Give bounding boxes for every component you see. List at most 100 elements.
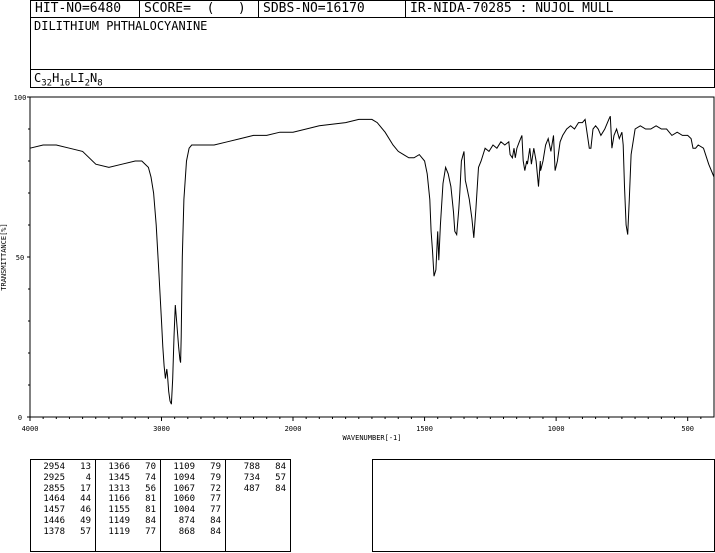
- peak-wavenumber: 1345: [108, 472, 130, 483]
- peak-transmittance: 81: [145, 494, 156, 505]
- formula-subscript: 8: [97, 78, 103, 89]
- peak-row: 788 84: [230, 462, 286, 473]
- peak-row: 1067 72: [165, 484, 221, 495]
- peak-transmittance: 77: [145, 526, 156, 537]
- x-axis-label: WAVENUMBER[-1]: [342, 434, 401, 442]
- peak-wavenumber: 2925: [43, 472, 65, 483]
- axis-ticks: [27, 96, 702, 421]
- peak-transmittance: 79: [210, 472, 221, 483]
- peak-transmittance: 70: [145, 462, 156, 472]
- x-tick-label: 3000: [153, 425, 170, 433]
- peak-wavenumber: 1464: [43, 494, 65, 505]
- peak-row: 2954 13: [35, 462, 91, 473]
- molecular-formula: C32H16LI2N8: [34, 71, 103, 88]
- peak-transmittance: 79: [210, 462, 221, 472]
- peak-transmittance: 49: [80, 515, 91, 526]
- compound-divider: [30, 69, 715, 70]
- peak-row: 1109 79: [165, 462, 221, 473]
- peak-table: 2954 13 2925 4 2855 17 1464 44 1457 46 1446 49 1378 5…: [30, 459, 291, 552]
- x-tick-label: 1500: [416, 425, 433, 433]
- score: SCORE= ( ): [140, 1, 259, 17]
- peak-wavenumber: 1446: [43, 515, 65, 526]
- x-tick-label: 500: [681, 425, 694, 433]
- axis-tick-labels: 4000 3000 2000 1500 1000 500 0 50 100: [14, 94, 694, 433]
- peak-wavenumber: 1067: [173, 483, 195, 494]
- peak-row: 1313 56: [100, 484, 156, 495]
- peak-transmittance: 74: [145, 472, 156, 483]
- peak-row: 1457 46: [35, 505, 91, 516]
- peak-transmittance: 84: [275, 462, 286, 472]
- peak-row: 1119 77: [100, 527, 156, 538]
- formula-subscript: 16: [59, 78, 71, 89]
- peak-row: 1166 81: [100, 494, 156, 505]
- peak-wavenumber: 734: [243, 472, 260, 483]
- formula-element: N: [90, 71, 98, 85]
- peak-row: 1060 77: [165, 494, 221, 505]
- y-tick-label: 100: [14, 94, 27, 102]
- spectrum-line: [29, 115, 715, 405]
- peak-row: 1464 44: [35, 494, 91, 505]
- y-axis-label: TRANSMITTANCE[%]: [0, 223, 8, 290]
- peak-wavenumber: 1149: [108, 515, 130, 526]
- peak-transmittance: 84: [145, 515, 156, 526]
- peak-row: 1378 57: [35, 527, 91, 538]
- peak-transmittance: 46: [80, 505, 91, 516]
- y-tick-label: 50: [16, 254, 24, 262]
- peak-row: 874 84: [165, 516, 221, 527]
- peak-wavenumber: 1366: [108, 462, 130, 472]
- peak-column: 1109 79 1094 79 1067 72 1060 77 1004 77 874 84 868 84: [161, 460, 226, 551]
- y-tick-label: 0: [18, 414, 22, 422]
- peak-row: 2855 17: [35, 484, 91, 495]
- peak-wavenumber: 2954: [43, 462, 65, 472]
- peak-row: 1345 74: [100, 473, 156, 484]
- x-tick-label: 4000: [22, 425, 39, 433]
- peak-column: 788 84 734 57 487 84: [226, 460, 290, 551]
- peak-transmittance: 4: [85, 472, 91, 483]
- peak-wavenumber: 1166: [108, 494, 130, 505]
- peak-wavenumber: 1094: [173, 472, 195, 483]
- peak-transmittance: 13: [80, 462, 91, 472]
- peak-row: 1446 49: [35, 516, 91, 527]
- peak-row: 487 84: [230, 484, 286, 495]
- peak-transmittance: 84: [210, 515, 221, 526]
- peak-row: 1366 70: [100, 462, 156, 473]
- peak-wavenumber: 1119: [108, 526, 130, 537]
- peak-row: 734 57: [230, 473, 286, 484]
- formula-element: C: [34, 71, 42, 85]
- peak-wavenumber: 1378: [43, 526, 65, 537]
- peak-row: 1149 84: [100, 516, 156, 527]
- compound-name: DILITHIUM PHTHALOCYANINE: [34, 19, 208, 33]
- peak-wavenumber: 874: [178, 515, 195, 526]
- peak-row: 1004 77: [165, 505, 221, 516]
- peak-column: 1366 70 1345 74 1313 56 1166 81 1155 81 1149 84 1119…: [96, 460, 161, 551]
- formula-element: LI: [70, 71, 85, 85]
- peak-transmittance: 77: [210, 494, 221, 505]
- peak-transmittance: 84: [210, 526, 221, 537]
- formula-subscript: 2: [84, 78, 91, 89]
- sdbs-number: SDBS-NO=16170: [259, 1, 406, 17]
- peak-transmittance: 77: [210, 505, 221, 516]
- peak-transmittance: 81: [145, 505, 156, 516]
- peak-transmittance: 57: [80, 526, 91, 537]
- formula-element: H: [52, 71, 60, 85]
- peak-wavenumber: 1060: [173, 494, 195, 505]
- hit-number: HIT-NO=6480: [31, 1, 140, 17]
- peak-row: 1094 79: [165, 473, 221, 484]
- peak-wavenumber: 487: [243, 483, 260, 494]
- peak-wavenumber: 1457: [43, 505, 65, 516]
- peak-row: 1155 81: [100, 505, 156, 516]
- x-tick-label: 2000: [285, 425, 302, 433]
- x-tick-label: 1000: [548, 425, 565, 433]
- ir-spectrum-chart: 4000 3000 2000 1500 1000 500 0 50 100 WAVENUMBER…: [0, 94, 715, 442]
- ir-nida-info: IR-NIDA-70285 : NUJOL MULL: [410, 1, 614, 16]
- peak-row: 2925 4: [35, 473, 91, 484]
- peak-wavenumber: 788: [243, 462, 260, 472]
- peak-wavenumber: 1004: [173, 505, 195, 516]
- comment-box: [372, 459, 715, 552]
- formula-subscript: 32: [41, 78, 53, 89]
- peak-transmittance: 56: [145, 483, 156, 494]
- peak-transmittance: 17: [80, 483, 91, 494]
- peak-column: 2954 13 2925 4 2855 17 1464 44 1457 46 1446 49 1378 5…: [31, 460, 96, 551]
- peak-transmittance: 44: [80, 494, 91, 505]
- peak-transmittance: 84: [275, 483, 286, 494]
